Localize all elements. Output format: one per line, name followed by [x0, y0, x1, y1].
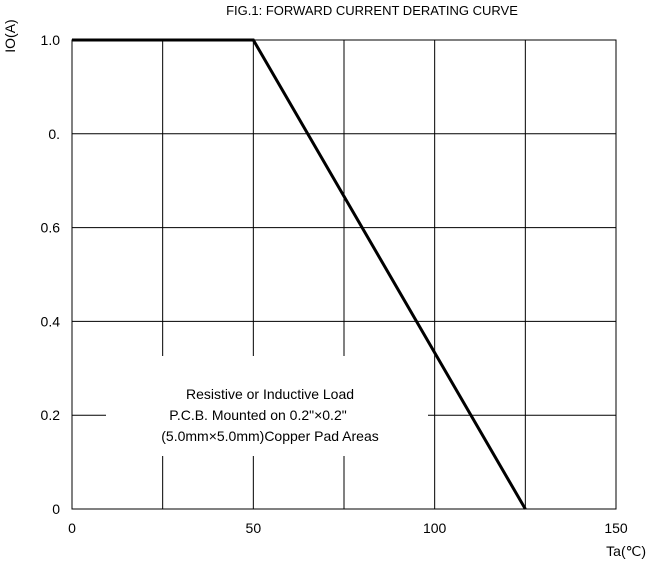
- y-tick-label: 0.2: [41, 407, 61, 423]
- series-layer: [72, 38, 527, 510]
- y-tick-label: 0.4: [41, 313, 61, 329]
- x-tick-label: 0: [68, 520, 76, 536]
- y-axis-label: IO(A): [2, 19, 18, 52]
- x-axis-label: Ta(℃): [606, 543, 646, 559]
- annotation-line: Resistive or Inductive Load: [186, 386, 354, 402]
- annotation-line: P.C.B. Mounted on 0.2"×0.2": [169, 407, 346, 423]
- y-tick-label: 1.0: [41, 32, 61, 48]
- x-tick-label: 150: [604, 520, 628, 536]
- y-tick-label: 0.6: [41, 220, 61, 236]
- y-tick-label: 0: [52, 501, 60, 517]
- y-tick-label: 0.: [48, 126, 60, 142]
- annotation-box: Resistive or Inductive Load P.C.B. Mounte…: [106, 356, 428, 456]
- derating-curve-line: [72, 38, 527, 510]
- x-tick-label: 50: [246, 520, 262, 536]
- chart-title: FIG.1: FORWARD CURRENT DERATING CURVE: [226, 3, 518, 18]
- tick-labels: 0 50 100 150 0 0.2 0.4 0.6 0. 1.0: [41, 32, 628, 536]
- x-tick-label: 100: [423, 520, 447, 536]
- annotation-line: (5.0mm×5.0mm)Copper Pad Areas: [161, 428, 378, 444]
- annotation-background: [106, 356, 428, 456]
